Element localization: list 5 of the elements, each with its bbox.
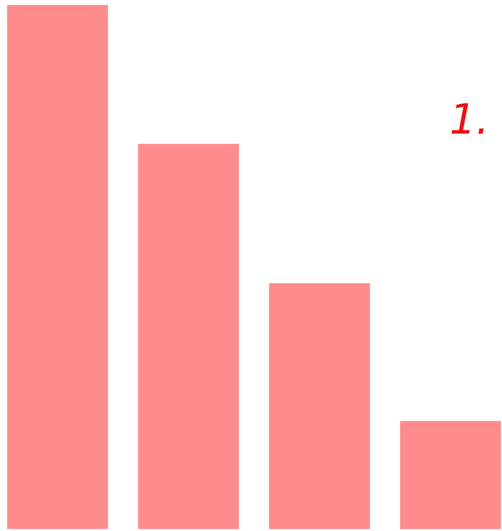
bar [269, 283, 370, 529]
bar [400, 421, 501, 529]
bar [138, 144, 239, 529]
annotation: 1. [452, 103, 484, 134]
bar [7, 5, 108, 529]
